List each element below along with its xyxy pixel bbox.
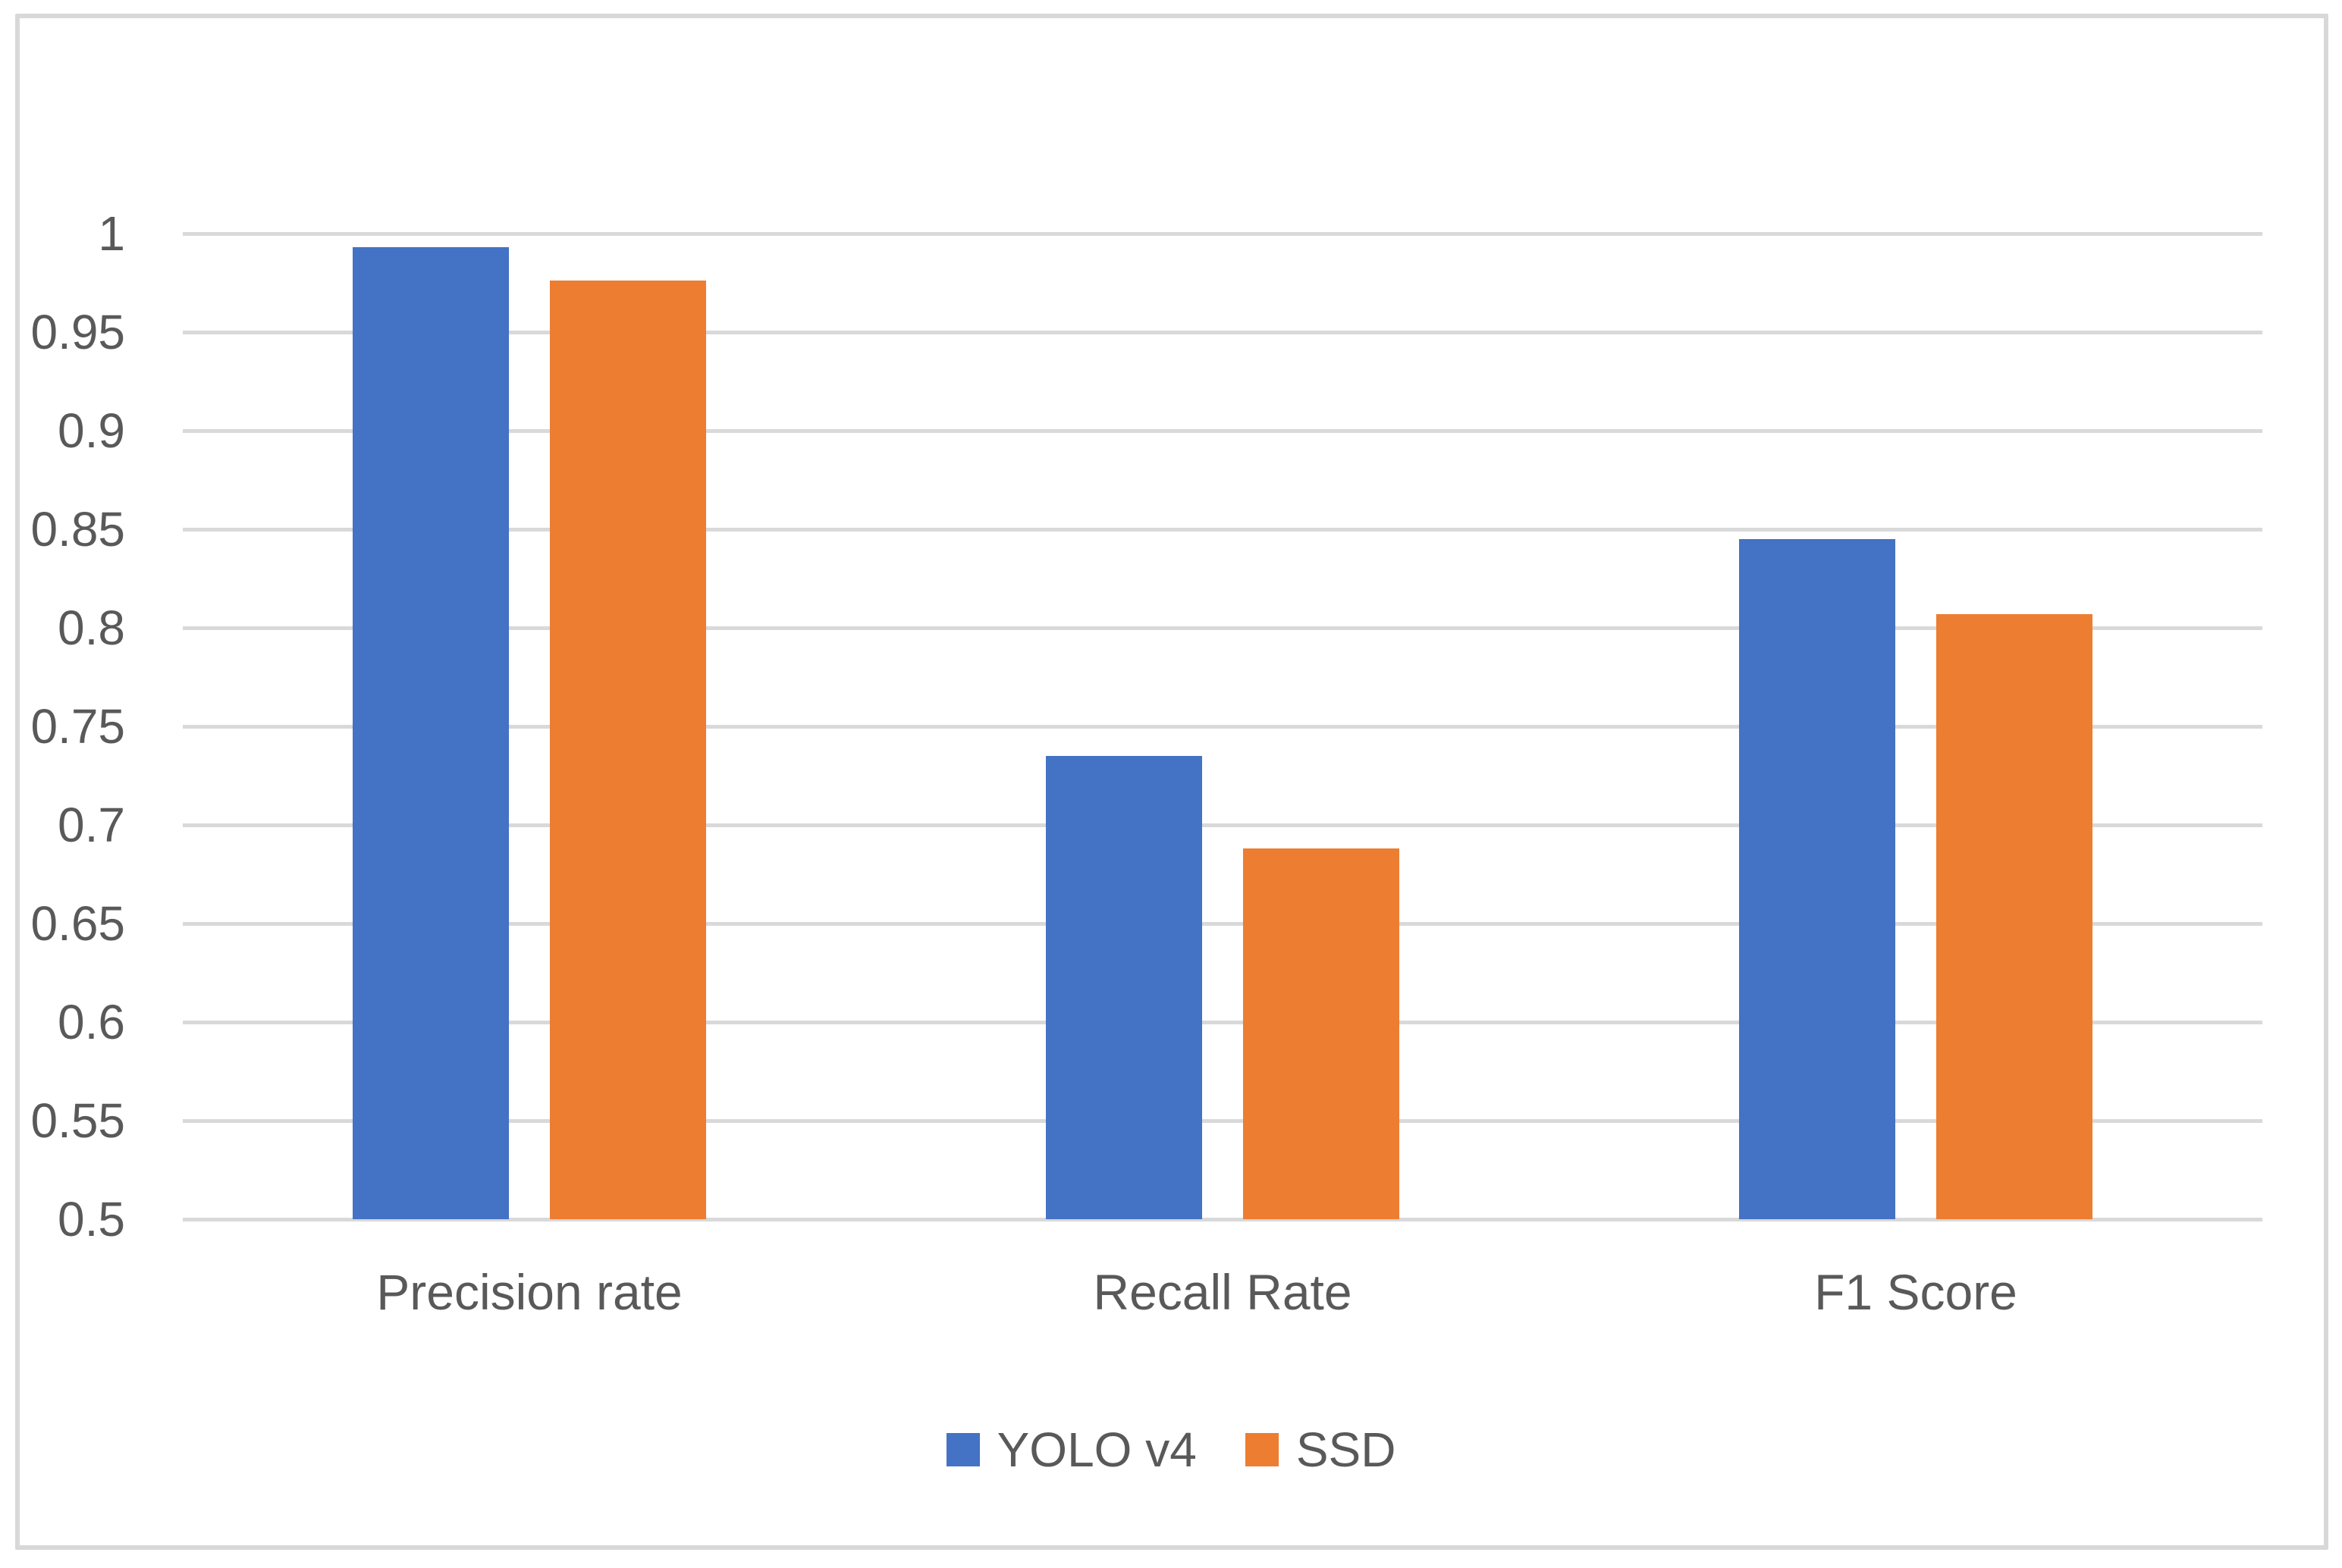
y-tick-label: 0.6: [58, 995, 125, 1049]
x-category-label-recall-rate: Recall Rate: [1093, 1264, 1352, 1320]
gridline-0.7: [183, 823, 2262, 827]
plot-area: [183, 232, 2262, 1221]
y-tick-label: 0.95: [30, 305, 125, 359]
gridline-0.6: [183, 1021, 2262, 1024]
bar-ssd-precision-rate: [550, 281, 706, 1219]
gridline-0.55: [183, 1119, 2262, 1123]
y-axis-tick-labels: 1 0.95 0.9 0.85 0.8 0.75 0.7 0.65 0.6 0.…: [0, 209, 125, 1243]
gridline-0.8: [183, 626, 2262, 630]
legend-swatch-yolo-v4: [946, 1433, 980, 1466]
legend-item-ssd: SSD: [1245, 1422, 1396, 1477]
gridline-1.0: [183, 232, 2262, 236]
bar-ssd-recall-rate: [1243, 848, 1399, 1219]
legend-label-ssd: SSD: [1295, 1422, 1396, 1477]
y-tick-label: 0.9: [58, 403, 125, 458]
category-group-precision-rate: [183, 234, 876, 1219]
bar-yolo-v4-recall-rate: [1046, 756, 1202, 1219]
gridline-0.75: [183, 725, 2262, 729]
y-tick-label: 0.55: [30, 1093, 125, 1148]
bar-ssd-f1-score: [1936, 613, 2092, 1219]
y-tick-label: 0.7: [58, 798, 125, 852]
bar-pair: [1046, 234, 1399, 1219]
y-tick-label: 1: [98, 206, 125, 261]
y-tick-label: 0.65: [30, 896, 125, 951]
x-axis-category-labels: Precision rate Recall Rate F1 Score: [183, 1265, 2262, 1333]
bar-pair: [353, 234, 706, 1219]
y-tick-label: 0.8: [58, 601, 125, 655]
legend: YOLO v4 SSD: [20, 1425, 2322, 1474]
gridline-0.95: [183, 331, 2262, 334]
legend-swatch-ssd: [1245, 1433, 1279, 1466]
legend-item-yolo-v4: YOLO v4: [946, 1422, 1197, 1477]
x-category-label-precision-rate: Precision rate: [376, 1264, 683, 1320]
y-tick-label: 0.85: [30, 502, 125, 557]
y-tick-label: 0.5: [58, 1192, 125, 1247]
category-group-recall-rate: [876, 234, 1569, 1219]
gridline-0.65: [183, 922, 2262, 926]
x-category-label-f1-score: F1 Score: [1814, 1264, 2017, 1320]
bar-yolo-v4-precision-rate: [353, 247, 509, 1219]
bar-pair: [1739, 234, 2092, 1219]
gridline-0.85: [183, 528, 2262, 532]
y-tick-label: 0.75: [30, 699, 125, 754]
gridline-0.5: [183, 1218, 2262, 1221]
gridline-0.9: [183, 429, 2262, 433]
legend-label-yolo-v4: YOLO v4: [997, 1422, 1197, 1477]
bar-yolo-v4-f1-score: [1739, 539, 1895, 1219]
category-group-f1-score: [1569, 234, 2262, 1219]
